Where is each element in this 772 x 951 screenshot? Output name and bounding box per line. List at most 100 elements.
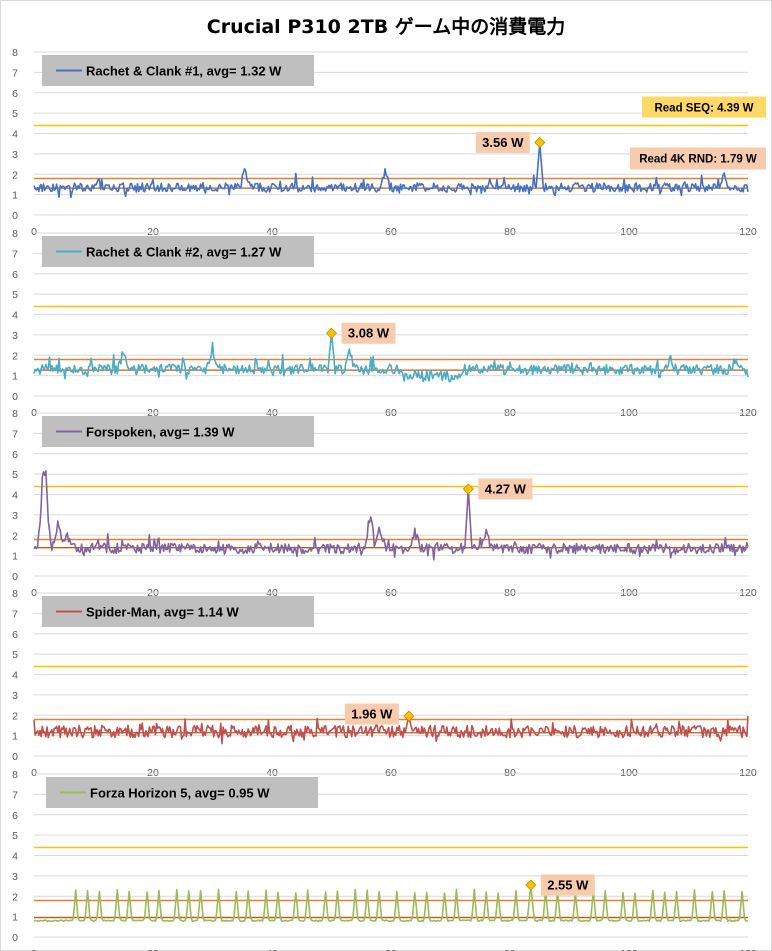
x-tick-label: 120 bbox=[739, 587, 757, 599]
peak-callout-label: 4.27 W bbox=[485, 481, 527, 496]
read-4k-rnd-label-box bbox=[630, 147, 766, 170]
y-tick-label: 1 bbox=[12, 190, 18, 202]
y-tick-label: 6 bbox=[12, 88, 18, 100]
peak-callout-box bbox=[475, 131, 530, 153]
peak-callout-label: 1.96 W bbox=[351, 707, 393, 722]
x-tick-label: 60 bbox=[385, 767, 397, 779]
y-tick-label: 0 bbox=[12, 210, 18, 222]
y-tick-label: 6 bbox=[12, 449, 18, 461]
peak-callout-label: 2.55 W bbox=[547, 878, 589, 893]
x-tick-label: 40 bbox=[266, 948, 278, 951]
y-tick-label: 8 bbox=[12, 588, 18, 600]
peak-marker bbox=[525, 879, 537, 891]
x-tick-label: 20 bbox=[147, 948, 159, 951]
legend-label: Forspoken, avg= 1.39 W bbox=[86, 425, 235, 440]
series-line bbox=[33, 141, 749, 199]
x-tick-label: 120 bbox=[739, 948, 757, 951]
y-tick-label: 7 bbox=[12, 67, 18, 79]
peak-callout-box bbox=[478, 478, 533, 500]
x-tick-label: 40 bbox=[266, 767, 278, 779]
y-tick-label: 1 bbox=[12, 551, 18, 563]
y-tick-label: 2 bbox=[12, 710, 18, 722]
y-tick-label: 0 bbox=[12, 751, 18, 763]
y-tick-label: 8 bbox=[12, 47, 18, 59]
x-tick-label: 20 bbox=[147, 226, 159, 238]
peak-callout-label: 3.08 W bbox=[348, 326, 390, 341]
y-tick-label: 3 bbox=[12, 690, 18, 702]
x-tick-label: 120 bbox=[739, 226, 757, 238]
series-line bbox=[33, 888, 749, 923]
x-tick-label: 0 bbox=[31, 948, 37, 951]
x-tick-label: 120 bbox=[739, 767, 757, 779]
y-tick-label: 5 bbox=[12, 289, 18, 301]
legend-box bbox=[42, 416, 314, 447]
peak-callout-box bbox=[344, 703, 399, 725]
series-line bbox=[33, 715, 749, 745]
y-tick-label: 2 bbox=[12, 350, 18, 362]
x-tick-label: 80 bbox=[504, 948, 516, 951]
y-tick-label: 4 bbox=[12, 670, 18, 682]
y-tick-label: 4 bbox=[12, 129, 18, 141]
y-tick-label: 2 bbox=[12, 530, 18, 542]
peak-marker bbox=[325, 327, 338, 339]
legend-label: Forza Horizon 5, avg= 0.95 W bbox=[90, 786, 270, 801]
y-tick-label: 8 bbox=[12, 228, 18, 240]
y-tick-label: 7 bbox=[12, 608, 18, 620]
y-tick-label: 4 bbox=[12, 310, 18, 322]
y-tick-label: 2 bbox=[12, 169, 18, 181]
legend-label: Rachet & Clank #2, avg= 1.27 W bbox=[86, 245, 282, 260]
y-tick-label: 3 bbox=[12, 330, 18, 342]
x-tick-label: 20 bbox=[147, 767, 159, 779]
y-tick-label: 0 bbox=[12, 932, 18, 944]
x-tick-label: 100 bbox=[620, 226, 638, 238]
x-tick-label: 0 bbox=[31, 767, 37, 779]
x-tick-label: 100 bbox=[620, 767, 638, 779]
y-tick-label: 5 bbox=[12, 830, 18, 842]
y-tick-label: 6 bbox=[12, 810, 18, 822]
y-tick-label: 7 bbox=[12, 248, 18, 260]
peak-marker bbox=[403, 710, 415, 722]
y-tick-label: 1 bbox=[12, 912, 18, 924]
y-tick-label: 5 bbox=[12, 469, 18, 481]
peak-callout-box bbox=[341, 322, 396, 344]
legend-box bbox=[42, 55, 314, 86]
chart-title: Crucial P310 2TB ゲーム中の消費電力 bbox=[207, 15, 565, 38]
x-tick-label: 0 bbox=[31, 226, 37, 238]
legend-label: Rachet & Clank #1, avg= 1.32 W bbox=[86, 64, 282, 79]
y-tick-label: 0 bbox=[12, 391, 18, 403]
peak-marker bbox=[462, 483, 474, 495]
legend-box bbox=[46, 777, 318, 808]
y-tick-label: 7 bbox=[12, 428, 18, 440]
x-tick-label: 80 bbox=[504, 226, 516, 238]
y-tick-label: 6 bbox=[12, 269, 18, 281]
y-tick-label: 1 bbox=[12, 371, 18, 383]
x-tick-label: 60 bbox=[385, 226, 397, 238]
x-tick-label: 120 bbox=[739, 407, 757, 419]
y-tick-label: 8 bbox=[12, 408, 18, 420]
x-tick-label: 60 bbox=[385, 948, 397, 951]
y-tick-label: 5 bbox=[12, 108, 18, 120]
legend-label: Spider-Man, avg= 1.14 W bbox=[86, 605, 240, 620]
read-seq-label-box bbox=[642, 96, 766, 118]
y-tick-label: 7 bbox=[12, 789, 18, 801]
y-tick-label: 6 bbox=[12, 629, 18, 641]
y-tick-label: 1 bbox=[12, 731, 18, 743]
legend-box bbox=[42, 596, 314, 627]
y-tick-label: 0 bbox=[12, 571, 18, 583]
x-tick-label: 100 bbox=[620, 948, 638, 951]
peak-callout-box bbox=[540, 874, 595, 896]
read-4k-rnd-label: Read 4K RND: 1.79 W bbox=[639, 154, 757, 166]
x-tick-label: 80 bbox=[504, 767, 516, 779]
series-line bbox=[33, 332, 749, 383]
y-tick-label: 3 bbox=[12, 149, 18, 161]
y-tick-label: 3 bbox=[12, 871, 18, 883]
y-tick-label: 4 bbox=[12, 851, 18, 863]
series-line bbox=[33, 470, 749, 561]
x-tick-label: 40 bbox=[266, 226, 278, 238]
peak-callout-label: 3.56 W bbox=[482, 135, 524, 150]
